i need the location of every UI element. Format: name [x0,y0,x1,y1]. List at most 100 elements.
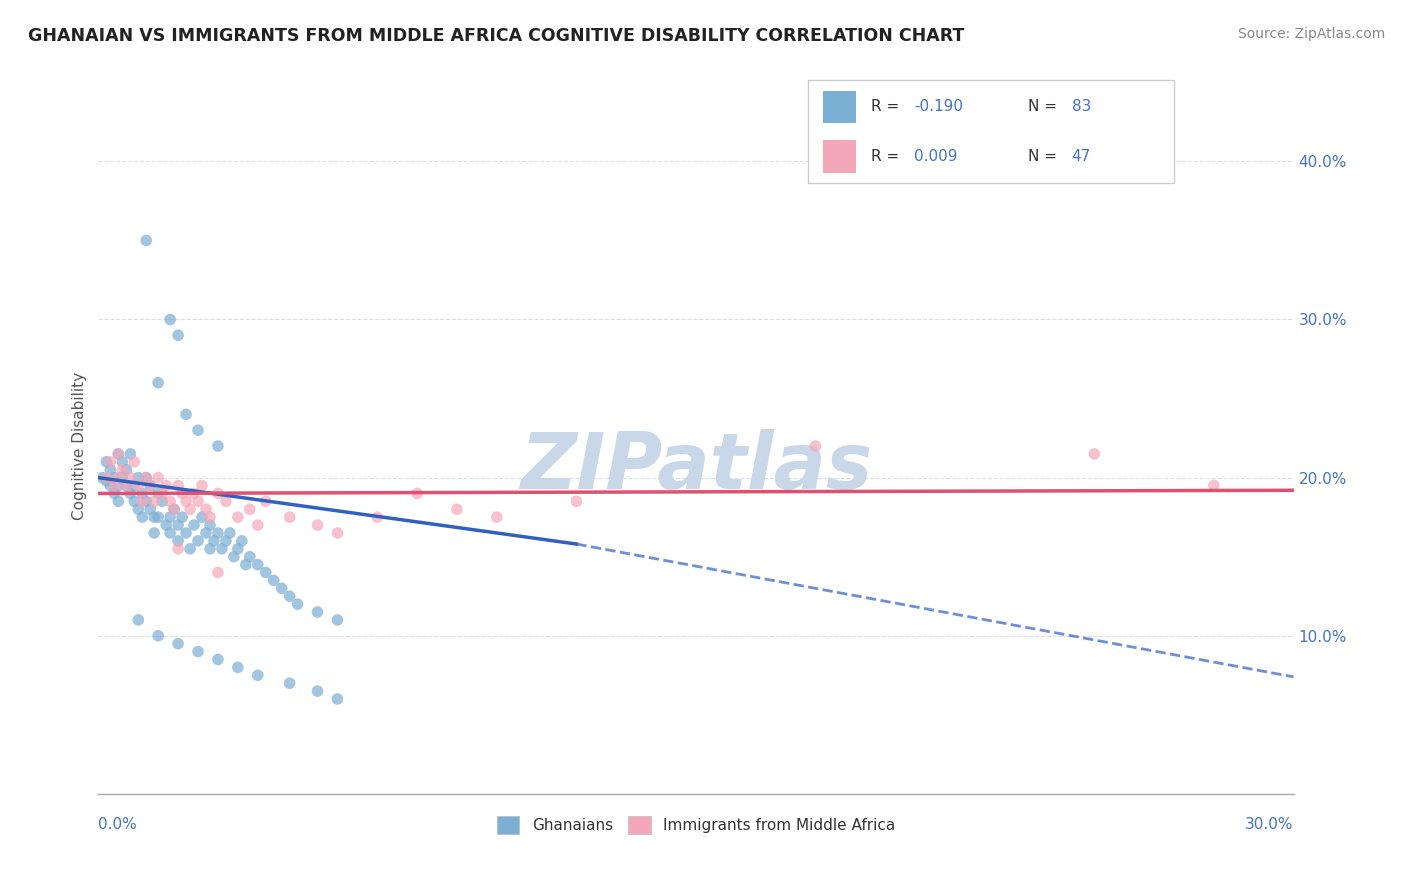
Point [485,510,508,524]
Text: R =: R = [870,99,904,114]
Point [155,518,177,533]
Point [202,533,225,548]
Point [246,558,269,572]
Point [446,502,468,516]
Text: Source: ZipAtlas.com: Source: ZipAtlas.com [1237,27,1385,41]
Text: 83: 83 [1071,99,1091,114]
Point [150,494,173,508]
Point [131,494,153,508]
Point [124,478,146,492]
Point [226,660,249,674]
Point [111,463,134,477]
Point [191,478,214,492]
Point [131,510,153,524]
Point [278,589,301,603]
Point [287,597,309,611]
Point [226,510,249,524]
Point [239,502,262,516]
Point [127,470,149,484]
Point [222,549,245,564]
FancyBboxPatch shape [808,80,1174,183]
Point [219,525,242,540]
Point [135,234,157,248]
Point [804,439,827,453]
Point [163,502,186,516]
Point [159,525,181,540]
Point [135,470,157,484]
Point [148,510,170,524]
Point [174,525,197,540]
Point [187,644,209,658]
Point [167,637,190,651]
Point [159,494,181,508]
Point [98,463,122,477]
Point [103,478,125,492]
Point [198,518,221,533]
Point [120,470,142,484]
Point [148,470,170,484]
Legend: Ghanaians, Immigrants from Middle Africa: Ghanaians, Immigrants from Middle Africa [489,808,903,842]
Point [139,478,162,492]
Point [103,470,125,484]
Point [211,541,233,556]
FancyBboxPatch shape [823,91,856,123]
Point [226,541,249,556]
Point [167,518,190,533]
Point [207,439,229,453]
Point [159,510,181,524]
Point [127,478,149,492]
Y-axis label: Cognitive Disability: Cognitive Disability [72,372,87,520]
Point [139,478,162,492]
Point [143,510,166,524]
Point [187,533,209,548]
Text: 47: 47 [1071,149,1091,164]
Point [115,478,138,492]
Point [111,455,134,469]
Point [326,613,349,627]
Point [270,582,292,596]
Point [96,474,118,488]
Text: 30.0%: 30.0% [1246,817,1294,831]
Text: GHANAIAN VS IMMIGRANTS FROM MIDDLE AFRICA COGNITIVE DISABILITY CORRELATION CHART: GHANAIAN VS IMMIGRANTS FROM MIDDLE AFRIC… [28,27,965,45]
Point [366,510,388,524]
Point [148,376,170,390]
Point [135,494,157,508]
Point [406,486,429,500]
Point [107,447,129,461]
Point [326,692,349,706]
Point [150,486,173,500]
Point [167,533,190,548]
Point [174,494,197,508]
Point [239,549,262,564]
Point [215,494,238,508]
FancyBboxPatch shape [823,140,856,173]
Point [107,470,129,484]
Point [235,558,257,572]
Point [246,518,269,533]
Point [195,502,218,516]
Point [127,613,149,627]
Point [207,525,229,540]
Point [115,478,138,492]
Point [96,455,118,469]
Point [103,486,125,500]
Point [215,533,238,548]
Point [155,478,177,492]
Point [139,502,162,516]
Point [198,510,221,524]
Point [98,478,122,492]
Text: R =: R = [870,149,904,164]
Point [179,502,201,516]
Text: 0.0%: 0.0% [98,817,138,831]
Point [1202,478,1225,492]
Point [127,502,149,516]
Point [263,574,285,588]
Point [207,486,229,500]
Point [207,652,229,666]
Point [307,684,329,698]
Point [187,494,209,508]
Text: N =: N = [1028,99,1062,114]
Point [167,328,190,343]
Point [172,486,194,500]
Point [187,423,209,437]
